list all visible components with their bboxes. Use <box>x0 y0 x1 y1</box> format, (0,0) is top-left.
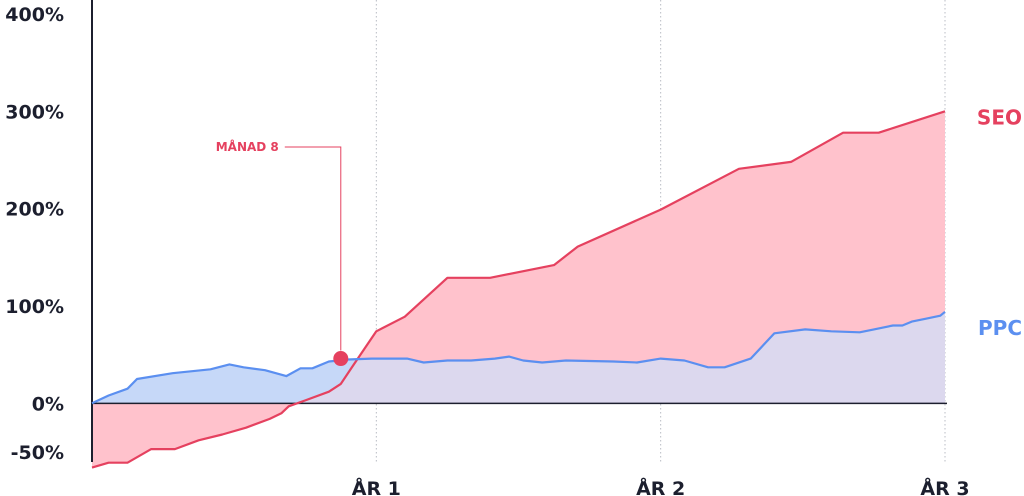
annotation-layer: MÅNAD 8 <box>216 139 349 367</box>
seo-area <box>92 111 945 468</box>
ppc-line <box>91 310 946 405</box>
x-tick-label: ÅR 1 <box>352 476 401 496</box>
y-tick-label: 0% <box>32 393 64 415</box>
seo-series-label: SEO <box>977 105 1022 129</box>
y-tick-label: 300% <box>5 101 64 123</box>
ppc-series-label: PPC <box>978 316 1022 340</box>
label-layer: 400% 300% 200% 100% 0% -50% ÅR 1 ÅR 2 ÅR 3 SEO PPC <box>5 4 1022 496</box>
annotation-leader-line <box>284 146 342 351</box>
y-tick-label: 100% <box>5 296 64 318</box>
y-tick-label: 400% <box>5 4 64 26</box>
seo-line <box>91 110 946 469</box>
area-layer <box>92 111 945 468</box>
line-layer <box>91 110 946 469</box>
y-tick-label: 200% <box>5 199 64 221</box>
y-tick-label: -50% <box>11 442 64 464</box>
x-tick-label: ÅR 2 <box>636 476 685 496</box>
annotation-label: MÅNAD 8 <box>216 139 279 154</box>
axes-layer <box>91 0 947 462</box>
annotation-marker <box>333 351 349 367</box>
x-tick-label: ÅR 3 <box>920 476 969 496</box>
